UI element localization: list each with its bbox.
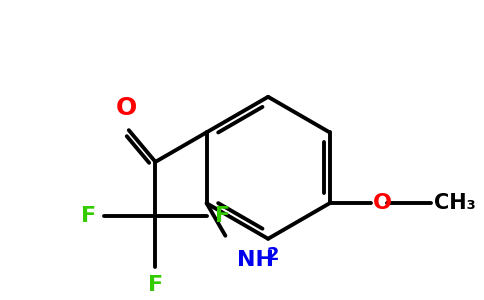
- Text: CH₃: CH₃: [434, 193, 476, 213]
- Text: O: O: [116, 96, 137, 120]
- Text: F: F: [81, 206, 96, 226]
- Text: F: F: [214, 206, 230, 226]
- Text: F: F: [148, 275, 163, 295]
- Text: 2: 2: [267, 246, 279, 264]
- Text: NH: NH: [237, 250, 274, 269]
- Text: O: O: [373, 193, 392, 213]
